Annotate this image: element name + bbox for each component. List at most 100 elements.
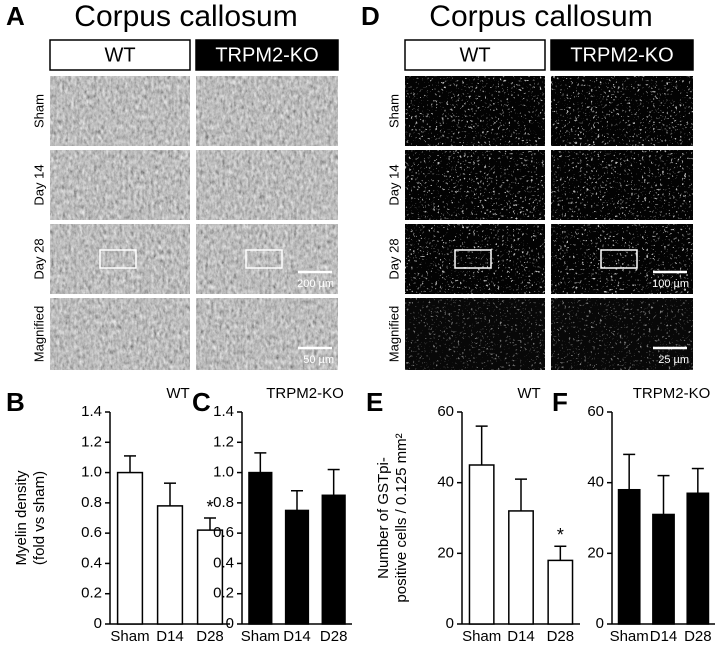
row-label: Day 14 (386, 164, 401, 205)
micrograph-texture (405, 76, 545, 146)
bar (156, 505, 184, 625)
bar (508, 510, 534, 625)
panel-title: Corpus callosum (429, 0, 652, 33)
row-label: Day 28 (386, 238, 401, 279)
row-label: Sham (386, 94, 401, 128)
micrograph-texture (196, 224, 338, 294)
micrograph (50, 224, 190, 294)
scale-bar-label: 100 µm (652, 278, 689, 290)
bar (468, 464, 495, 625)
column-header (195, 39, 339, 71)
micrograph (551, 150, 693, 220)
y-tick-label: 0.2 (81, 585, 102, 602)
y-tick-label: 0.6 (81, 524, 102, 541)
chart-title: TRPM2-KO (266, 385, 344, 402)
x-tick-label: Sham (110, 628, 149, 645)
x-tick-label: D28 (547, 628, 575, 645)
row-label: Magnified (386, 306, 401, 362)
x-tick-label: D14 (156, 628, 184, 645)
column-label: WT (104, 44, 135, 66)
micrograph (551, 76, 693, 146)
column-header (550, 39, 694, 71)
row-label: Magnified (31, 306, 46, 362)
x-tick-label: Sham (241, 628, 280, 645)
y-axis-label: (fold vs sham) (31, 471, 48, 565)
scale-bar-label: 50 µm (303, 354, 334, 366)
panel-letter: C (192, 387, 211, 417)
micrograph (196, 76, 338, 146)
micrograph-texture (196, 76, 338, 146)
y-tick-label: 0.4 (213, 554, 234, 571)
panel-letter: B (6, 387, 25, 417)
bar (248, 471, 273, 625)
bar (284, 509, 310, 625)
bar (547, 559, 574, 625)
chart-title: TRPM2-KO (633, 385, 711, 402)
micrograph (196, 298, 338, 370)
micrograph (551, 298, 693, 370)
y-tick-label: 0 (226, 615, 234, 632)
chart-title: WT (166, 385, 189, 402)
scale-bar-label: 200 µm (297, 278, 334, 290)
roi-box (600, 249, 638, 269)
micrograph (50, 76, 190, 146)
y-tick-label: 60 (437, 403, 454, 420)
micrograph-texture (405, 224, 545, 294)
y-tick-label: 0.8 (213, 494, 234, 511)
micrograph-texture (551, 150, 693, 220)
micrograph-texture (551, 224, 693, 294)
x-tick-label: Sham (610, 628, 649, 645)
x-tick-label: D28 (684, 628, 712, 645)
y-tick-label: 1.0 (81, 464, 102, 481)
chart-title: WT (517, 385, 540, 402)
y-tick-label: 1.4 (81, 403, 102, 420)
bar (321, 494, 346, 625)
y-tick-label: 1.2 (81, 433, 102, 450)
micrograph (50, 150, 190, 220)
bar (116, 471, 144, 625)
bar (652, 513, 675, 625)
y-tick-label: 1.2 (213, 433, 234, 450)
significance-mark: * (206, 497, 213, 517)
column-label: WT (459, 44, 490, 66)
row-label: Day 28 (31, 238, 46, 279)
micrograph-texture (50, 224, 190, 294)
y-tick-label: 0 (596, 615, 604, 632)
bar (617, 488, 641, 625)
panel-letter: E (366, 387, 383, 417)
row-label: Day 14 (31, 164, 46, 205)
column-label: TRPM2-KO (570, 44, 673, 66)
significance-mark: * (557, 525, 564, 545)
micrograph-texture (405, 298, 545, 370)
micrograph (405, 150, 545, 220)
roi-box (245, 249, 283, 269)
panel-title: Corpus callosum (74, 0, 297, 33)
bar (686, 492, 710, 625)
y-tick-label: 20 (437, 544, 454, 561)
micrograph (405, 298, 545, 370)
y-axis-label: Myelin density (13, 470, 30, 566)
y-tick-label: 40 (587, 474, 604, 491)
roi-box (454, 249, 492, 269)
micrograph (50, 298, 190, 370)
y-tick-label: 1.4 (213, 403, 234, 420)
micrograph (551, 224, 693, 294)
y-tick-label: 0.2 (213, 585, 234, 602)
panel-letter: F (552, 387, 568, 417)
y-tick-label: 0 (446, 615, 454, 632)
x-tick-label: Sham (462, 628, 501, 645)
y-tick-label: 60 (587, 403, 604, 420)
micrograph-texture (50, 76, 190, 146)
micrograph-texture (551, 298, 693, 370)
micrograph (405, 76, 545, 146)
row-label: Sham (31, 94, 46, 128)
bar (196, 529, 224, 625)
scale-bar-label: 25 µm (658, 354, 689, 366)
x-tick-label: D14 (507, 628, 535, 645)
x-tick-label: D28 (320, 628, 348, 645)
micrograph (196, 150, 338, 220)
micrograph-texture (50, 150, 190, 220)
x-tick-label: D14 (650, 628, 678, 645)
panel-letter: D (361, 1, 380, 31)
